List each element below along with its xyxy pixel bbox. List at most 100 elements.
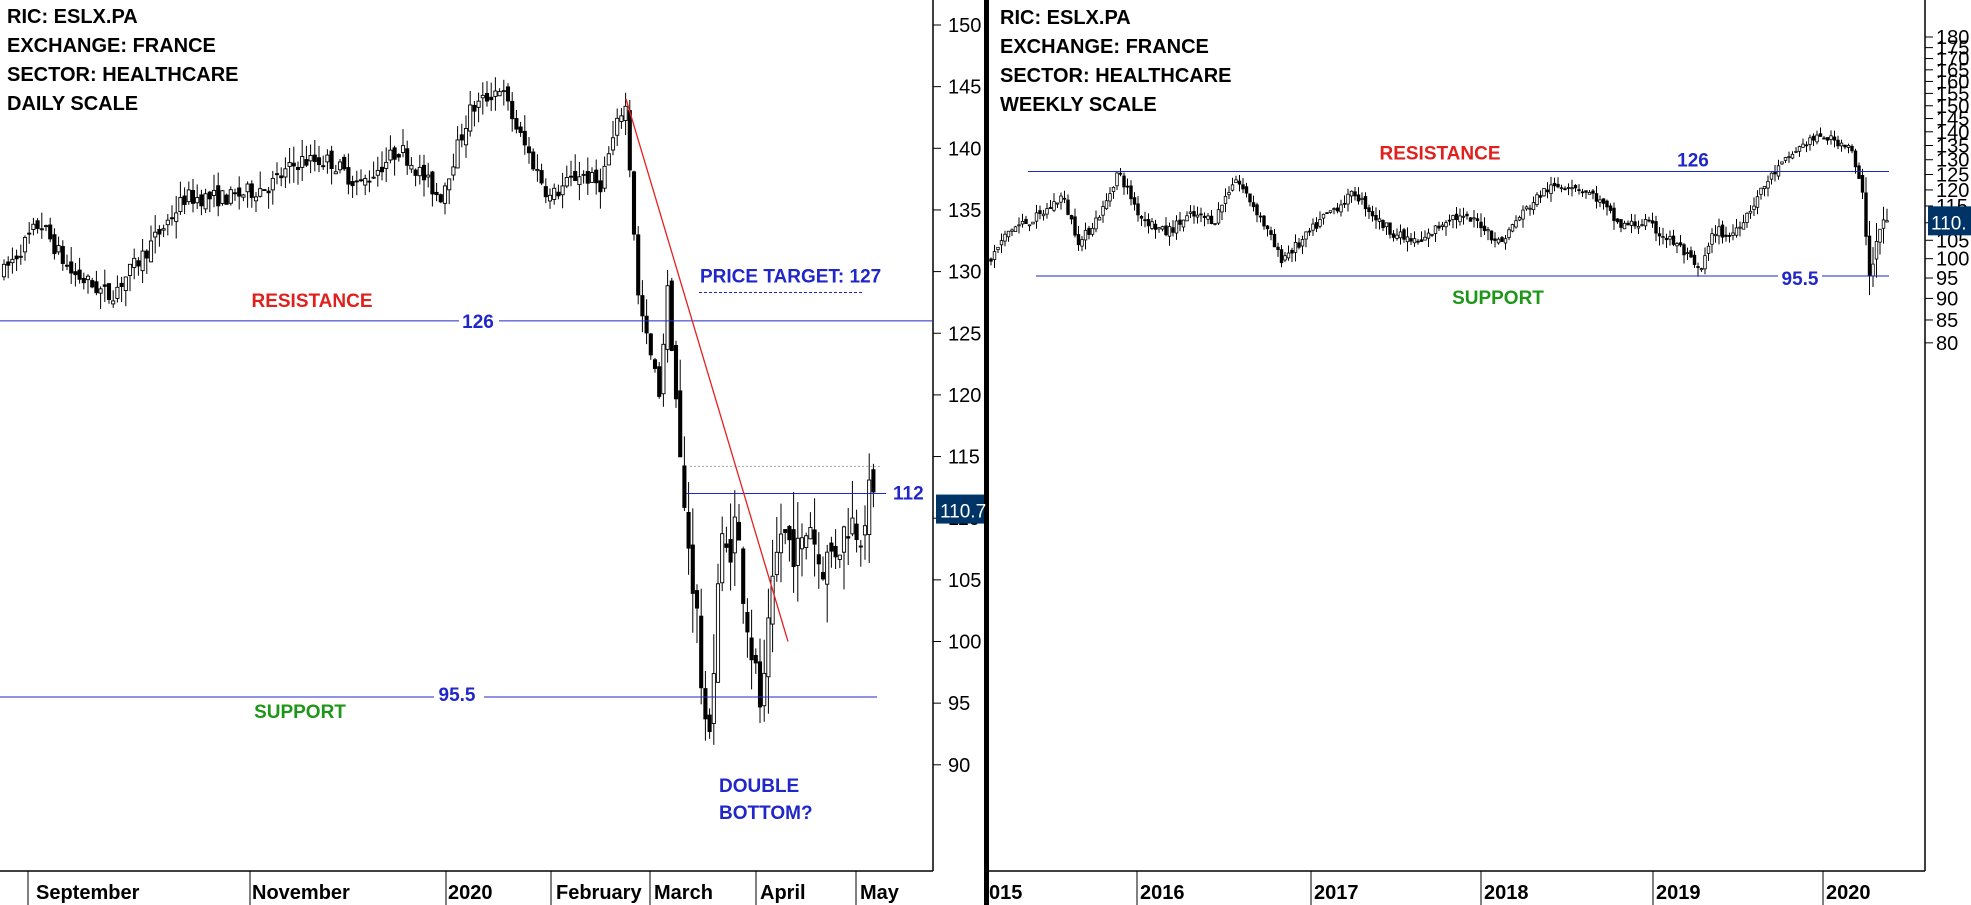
daily-candle-body [178,197,183,213]
weekly-candle-body [1307,230,1312,233]
daily-candle-body [619,115,624,122]
daily-candle-body [762,672,767,707]
daily-candle-body [220,190,225,204]
weekly-candle-body [992,251,997,260]
daily-candle-body [98,288,103,294]
weekly-candle-body [1769,172,1774,180]
weekly-y-tick-label: 120 [1936,180,1969,202]
weekly-candle-body [1759,187,1763,195]
daily-candle-body [837,554,842,560]
daily-trendline [625,98,789,642]
weekly-y-tick-label: 180 [1936,27,1969,49]
daily-candle-body [455,139,460,169]
weekly-candle-body [1682,244,1686,256]
daily-candle-body [52,234,57,255]
weekly-candle-body [1395,234,1399,239]
weekly-candle-body [1384,222,1389,228]
weekly-candle-body [1808,137,1812,145]
weekly-candle-body [1433,225,1438,235]
weekly-y-tick-label: 160 [1936,71,1969,93]
weekly-candle-body [1419,239,1424,242]
daily-candle-body [707,714,712,732]
daily-candle-body [190,190,196,204]
daily-x-tick-label: February [556,882,642,904]
daily-candle-body [291,162,296,167]
weekly-candle-body [1839,142,1844,147]
daily-candle-body [657,366,662,397]
weekly-candle-body [1073,216,1077,236]
weekly-candle-body [1115,172,1119,187]
weekly-candle-body [1381,220,1385,229]
daily-candle-body [669,280,674,351]
daily-candle-body [396,154,401,158]
weekly-candle-body [1549,184,1553,194]
weekly-candle-body [1314,222,1319,229]
daily-candle-body [745,612,750,633]
daily-candle-body [850,517,855,535]
weekly-candle-body [1496,238,1501,244]
daily-candle-body [556,191,561,197]
daily-candle-body [123,276,128,291]
weekly-candle-body [1489,230,1494,241]
daily-candle-body [766,617,771,678]
daily-candle-body [73,271,78,276]
weekly-candle-body [1367,207,1371,213]
daily-candle-body [312,154,317,163]
daily-candle-body [266,190,271,194]
weekly-candle-body [1370,211,1375,217]
daily-candle-body [690,544,695,594]
weekly-candle-body [1451,215,1455,221]
weekly-candle-body [1108,193,1112,202]
daily-candle-body [350,181,355,187]
weekly-candle-body [1552,182,1557,187]
weekly-candle-body [1598,199,1602,203]
daily-candle-body [421,164,427,181]
daily-candle-body [27,232,32,235]
daily-candle-body [6,261,11,266]
daily-candle-body [665,285,670,350]
daily-candle-body [610,137,616,151]
weekly-candle-body [1860,175,1865,193]
weekly-candle-body [1325,212,1329,215]
weekly-candle-body [1290,249,1294,254]
weekly-candle-body [1237,180,1242,185]
daily-support-label: SUPPORT [254,702,346,723]
daily-candle-body [237,187,242,197]
daily-last-price-label: 110.7 [940,502,986,523]
weekly-candle-body [1713,233,1718,237]
weekly-candle-body [1139,215,1144,219]
weekly-candle-body [1696,266,1700,269]
weekly-candle-body [1703,255,1707,270]
daily-y-tick-label: 125 [948,323,981,345]
weekly-candle-body [1062,197,1067,200]
daily-candle-body [694,590,700,609]
weekly-candle-body [1398,231,1403,239]
daily-candle-body [598,180,603,193]
daily-x-tick-label: September [36,882,140,904]
daily-candle-body [673,345,679,400]
daily-candle-body [258,188,263,197]
weekly-candle-body [1405,236,1410,243]
daily-candle-body [295,166,301,170]
weekly-support-value: 95.5 [1782,269,1819,290]
double-bottom-label-line2: BOTTOM? [719,803,813,824]
weekly-candle-body [1626,222,1630,226]
daily-candle-body [132,257,137,268]
daily-candle-body [48,224,53,240]
weekly-candle-body [1720,224,1725,238]
daily-y-tick-label: 120 [948,385,981,407]
daily-candle-body [228,189,233,204]
weekly-candle-body [1038,210,1042,214]
weekly-candle-body [1507,229,1511,238]
daily-candle-body [753,655,758,664]
daily-candle-body [77,269,82,280]
weekly-x-tick-label: 015 [989,882,1022,904]
weekly-candle-body [1615,218,1620,223]
daily-candle-body [64,264,70,267]
daily-candle-body [10,258,15,264]
weekly-candle-body [1360,197,1364,200]
daily-candle-body [468,104,473,132]
daily-candle-body [841,526,847,553]
daily-candle-body [451,166,456,176]
weekly-candle-body [1692,254,1697,265]
